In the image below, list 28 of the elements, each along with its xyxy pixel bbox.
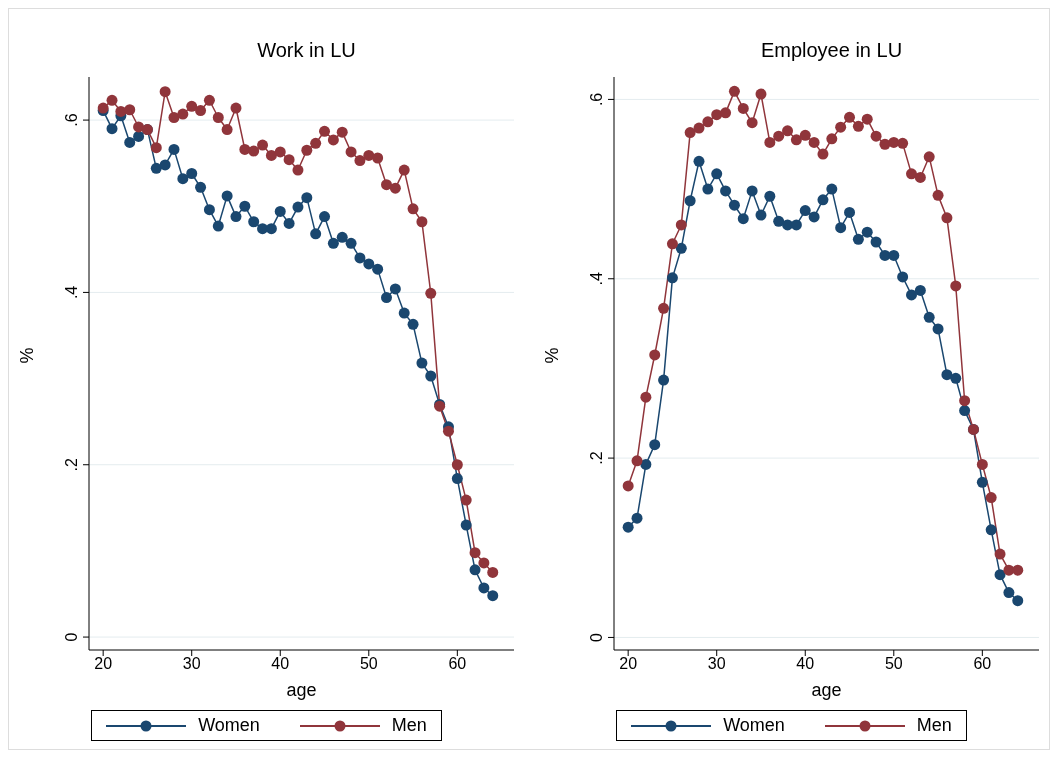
y-tick-label: .4: [63, 285, 80, 300]
x-axis-title: age: [286, 680, 317, 700]
x-tick-label: 50: [884, 655, 903, 673]
y-axis-title: %: [17, 347, 38, 364]
y-tick-label: .6: [63, 113, 80, 127]
x-tick-label: 30: [182, 655, 201, 673]
y-tick-label: .6: [588, 92, 605, 107]
y-tick-label: .4: [588, 271, 605, 286]
x-tick-label: 60: [448, 655, 467, 673]
y-tick-label: .2: [588, 451, 605, 465]
y-tick-label: 0: [588, 632, 605, 642]
y-axis-title: %: [542, 347, 563, 364]
x-axis-title: age: [811, 680, 842, 700]
y-tick-label: 0: [63, 632, 80, 642]
x-tick-label: 50: [359, 655, 378, 673]
x-tick-label: 40: [796, 655, 815, 673]
x-tick-label: 20: [94, 655, 113, 673]
chart-title: Employee in LU: [759, 39, 904, 63]
x-tick-label: 40: [271, 655, 290, 673]
legend-label: Men: [390, 715, 427, 736]
chart-title: Work in LU: [256, 39, 357, 63]
x-tick-label: 20: [619, 655, 638, 673]
legend-label: Men: [915, 715, 952, 736]
y-tick-label: .2: [63, 457, 80, 472]
x-tick-label: 30: [707, 655, 726, 673]
legend-label: Women: [722, 715, 785, 736]
x-tick-label: 60: [973, 655, 992, 673]
legend-label: Women: [197, 715, 260, 736]
